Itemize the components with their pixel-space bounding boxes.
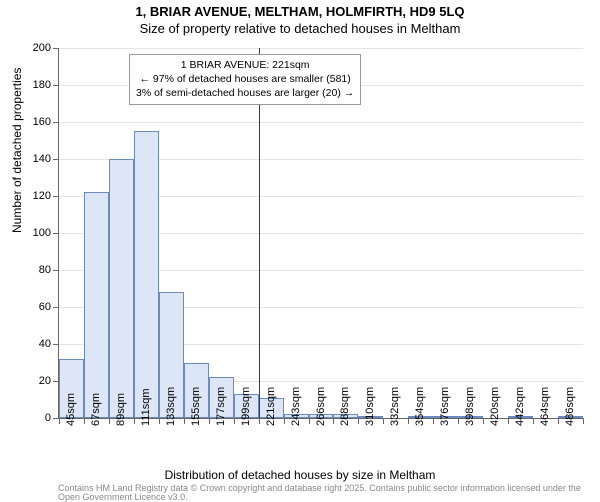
x-tick xyxy=(159,418,160,424)
x-tick xyxy=(558,418,559,424)
x-tick-label: 376sqm xyxy=(439,387,451,426)
chart-subtitle: Size of property relative to detached ho… xyxy=(0,21,600,38)
x-tick-label: 332sqm xyxy=(389,387,401,426)
y-tick-label: 140 xyxy=(33,153,59,165)
x-tick xyxy=(134,418,135,424)
x-tick-label: 133sqm xyxy=(165,387,177,426)
x-tick-label: 199sqm xyxy=(240,387,252,426)
x-tick-label: 310sqm xyxy=(364,387,376,426)
x-tick xyxy=(358,418,359,424)
x-tick-label: 354sqm xyxy=(414,387,426,426)
grid-line xyxy=(59,122,583,123)
x-axis-title: Distribution of detached houses by size … xyxy=(0,468,600,482)
x-tick-label: 155sqm xyxy=(190,387,202,426)
y-tick-label: 160 xyxy=(33,116,59,128)
x-tick-label: 442sqm xyxy=(514,387,526,426)
histogram-bar xyxy=(84,192,109,418)
chart-title: 1, BRIAR AVENUE, MELTHAM, HOLMFIRTH, HD9… xyxy=(0,0,600,21)
grid-line xyxy=(59,48,583,49)
y-tick-label: 40 xyxy=(39,338,59,350)
x-tick xyxy=(408,418,409,424)
plot-area: 02040608010012014016018020045sqm67sqm89s… xyxy=(58,48,583,419)
x-tick-label: 111sqm xyxy=(140,388,152,426)
x-tick xyxy=(483,418,484,424)
x-tick-label: 398sqm xyxy=(464,387,476,426)
y-tick-label: 120 xyxy=(33,190,59,202)
y-tick-label: 100 xyxy=(33,227,59,239)
x-tick xyxy=(508,418,509,424)
x-tick xyxy=(533,418,534,424)
x-tick xyxy=(84,418,85,424)
chart-container: 1, BRIAR AVENUE, MELTHAM, HOLMFIRTH, HD9… xyxy=(0,0,600,500)
x-tick-label: 67sqm xyxy=(90,393,102,426)
x-tick xyxy=(259,418,260,424)
annotation-line: 3% of semi-detached houses are larger (2… xyxy=(136,86,354,100)
footnote: Contains HM Land Registry data © Crown c… xyxy=(58,484,600,502)
x-tick xyxy=(209,418,210,424)
x-tick xyxy=(383,418,384,424)
x-tick xyxy=(109,418,110,424)
y-tick-label: 0 xyxy=(45,412,59,424)
x-tick xyxy=(284,418,285,424)
x-tick xyxy=(583,418,584,424)
x-tick-label: 420sqm xyxy=(489,387,501,426)
annotation-line: ← 97% of detached houses are smaller (58… xyxy=(136,72,354,86)
x-tick-label: 464sqm xyxy=(539,387,551,426)
x-tick-label: 89sqm xyxy=(115,393,127,426)
x-tick xyxy=(184,418,185,424)
x-tick-label: 288sqm xyxy=(339,387,351,426)
x-tick xyxy=(433,418,434,424)
x-tick xyxy=(309,418,310,424)
x-tick xyxy=(333,418,334,424)
x-tick-label: 221sqm xyxy=(265,387,277,426)
y-tick-label: 20 xyxy=(39,375,59,387)
y-axis-title: Number of detached properties xyxy=(10,68,24,233)
x-tick-label: 177sqm xyxy=(215,387,227,426)
y-tick-label: 180 xyxy=(33,79,59,91)
annotation-line: 1 BRIAR AVENUE: 221sqm xyxy=(136,58,354,72)
x-tick xyxy=(59,418,60,424)
x-tick-label: 243sqm xyxy=(290,387,302,426)
y-tick-label: 80 xyxy=(39,264,59,276)
x-tick-label: 266sqm xyxy=(315,387,327,426)
histogram-bar xyxy=(134,131,159,418)
x-tick-label: 486sqm xyxy=(564,387,576,426)
histogram-bar xyxy=(109,159,134,418)
annotation-box: 1 BRIAR AVENUE: 221sqm ← 97% of detached… xyxy=(129,54,361,105)
x-tick xyxy=(234,418,235,424)
x-tick xyxy=(458,418,459,424)
y-tick-label: 60 xyxy=(39,301,59,313)
x-tick-label: 45sqm xyxy=(65,393,77,426)
y-tick-label: 200 xyxy=(33,42,59,54)
